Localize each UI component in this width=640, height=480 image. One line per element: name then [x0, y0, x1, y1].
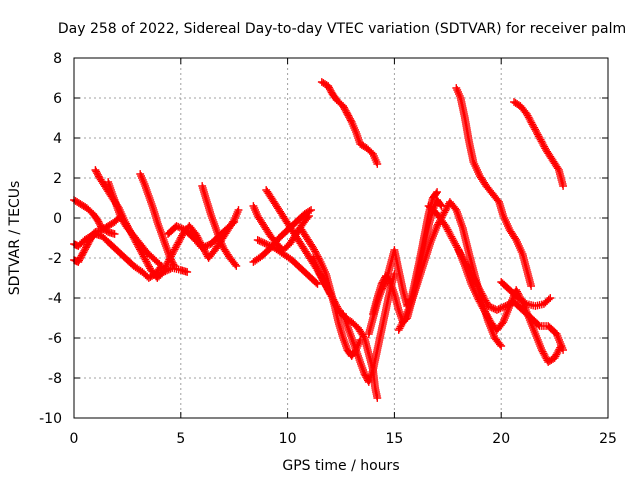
y-tick-labels: -10 -8 -6 -4 -2 0 2 4 6 8: [39, 51, 62, 427]
chart-title: Day 258 of 2022, Sidereal Day-to-day VTE…: [58, 21, 626, 37]
x-tick-label: 0: [70, 431, 79, 447]
series-arc-19: [394, 198, 506, 350]
series-arc-05: [104, 178, 164, 268]
series-arc-18: [364, 188, 441, 338]
x-tick-label: 15: [385, 431, 403, 447]
y-tick-label: 0: [53, 211, 62, 227]
y-axis-label: SDTVAR / TECUs: [7, 181, 23, 296]
plus-marks: [198, 182, 241, 270]
plus-marks: [253, 236, 322, 288]
x-tick-labels: 0 5 10 15 20 25: [70, 431, 617, 447]
x-tick-label: 25: [599, 431, 617, 447]
series-arc-25: [510, 98, 567, 190]
plus-marks: [317, 78, 382, 168]
plus-marks: [394, 198, 506, 350]
y-tick-label: -4: [48, 291, 62, 307]
y-tick-label: -8: [48, 371, 62, 387]
series-arc-09: [198, 182, 241, 270]
data-marks: [70, 78, 567, 402]
series-arc-16: [339, 270, 399, 386]
series-arc-22: [497, 278, 555, 310]
series-arc-13: [253, 236, 322, 288]
x-axis-label: GPS time / hours: [282, 458, 399, 474]
plus-marks: [452, 84, 535, 290]
y-tick-label: 6: [53, 91, 62, 107]
plus-marks: [104, 178, 164, 268]
y-tick-label: 8: [53, 51, 62, 67]
y-tick-label: 4: [53, 131, 62, 147]
series-arc-23: [317, 78, 382, 168]
y-tick-label: -10: [39, 411, 62, 427]
y-tick-label: -2: [48, 251, 62, 267]
x-tick-label: 10: [279, 431, 297, 447]
y-tick-label: -6: [48, 331, 62, 347]
plus-marks: [364, 188, 441, 338]
plot-frame: [73, 57, 609, 419]
plus-marks: [497, 278, 555, 310]
x-tick-label: 5: [176, 431, 185, 447]
x-tick-label: 20: [492, 431, 510, 447]
plus-marks: [339, 270, 399, 386]
grid-lines: [73, 57, 609, 419]
y-tick-label: 2: [53, 171, 62, 187]
plus-marks: [510, 98, 567, 190]
series-arc-24: [452, 84, 535, 290]
